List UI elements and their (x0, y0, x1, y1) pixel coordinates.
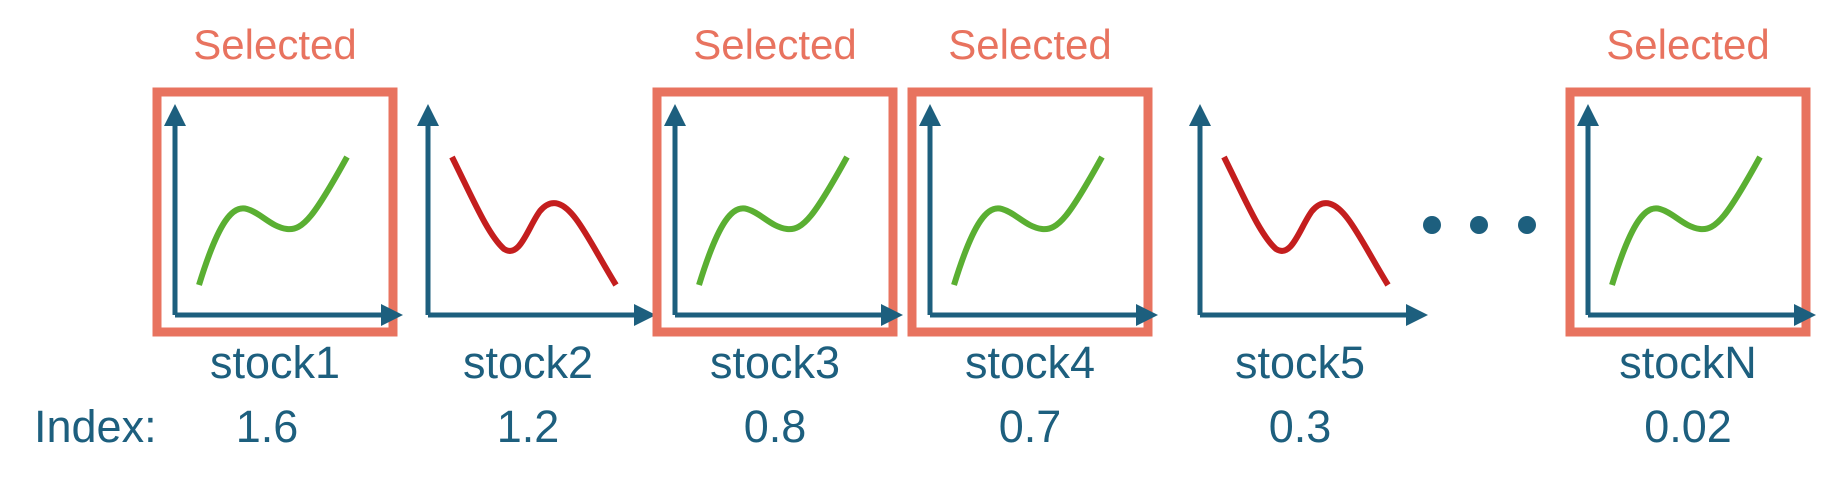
x-axis-arrow-icon (381, 304, 403, 326)
stock-chart-stock3 (652, 87, 903, 337)
x-axis-arrow-icon (1794, 304, 1816, 326)
stock-index-value: 0.02 (1644, 401, 1732, 452)
selected-label: Selected (948, 21, 1112, 68)
selected-label: Selected (693, 21, 857, 68)
downtrend-line (449, 155, 619, 287)
downtrend-line (1221, 155, 1391, 287)
y-axis-arrow-icon (417, 104, 439, 126)
y-axis-arrow-icon (1189, 104, 1211, 126)
y-axis-arrow-icon (919, 104, 941, 126)
ellipsis-text: ... (1425, 205, 1426, 206)
stock-index-value: 0.8 (743, 401, 807, 452)
stock-chart-stock1 (152, 87, 403, 337)
x-axis-arrow-icon (1136, 304, 1158, 326)
ellipsis-dot-1 (1423, 216, 1441, 234)
stock-name: stock2 (462, 337, 594, 388)
stock-chart-stock2 (417, 104, 656, 326)
uptrend-line (196, 155, 350, 286)
index-row-label: Index: (34, 401, 157, 452)
stock-index-value: 1.6 (235, 401, 299, 452)
ellipsis-dot-2 (1470, 216, 1488, 234)
x-axis-arrow-icon (634, 304, 656, 326)
selection-box (907, 87, 1153, 337)
selected-label: Selected (193, 21, 357, 68)
selection-box (652, 87, 898, 337)
stock-chart-stockN (1565, 87, 1816, 337)
ellipsis-dot-3 (1518, 216, 1536, 234)
selection-box (1565, 87, 1811, 337)
x-axis-arrow-icon (881, 304, 903, 326)
stock-index-value: 0.7 (998, 401, 1062, 452)
x-axis-arrow-icon (1406, 304, 1428, 326)
stock-name: stock1 (209, 337, 341, 388)
stock-name: stockN (1619, 337, 1757, 388)
stock-index-value: 1.2 (496, 401, 560, 452)
y-axis-arrow-icon (164, 104, 186, 126)
y-axis-arrow-icon (664, 104, 686, 126)
stock-index-value: 0.3 (1268, 401, 1332, 452)
stock-chart-stock5 (1189, 104, 1428, 326)
y-axis-arrow-icon (1577, 104, 1599, 126)
uptrend-line (1609, 155, 1763, 286)
selected-label: Selected (1606, 21, 1770, 68)
stock-chart-stock4 (907, 87, 1158, 337)
stock-name: stock5 (1234, 337, 1366, 388)
uptrend-line (696, 155, 850, 286)
stock-name: stock3 (709, 337, 841, 388)
stock-name: stock4 (964, 337, 1096, 388)
selection-box (152, 87, 398, 337)
uptrend-line (951, 155, 1105, 286)
